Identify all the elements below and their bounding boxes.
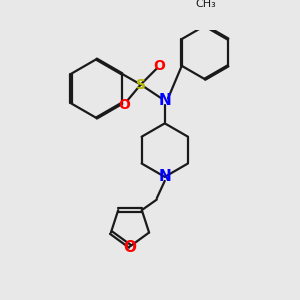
Text: CH₃: CH₃ (196, 0, 217, 9)
Text: O: O (124, 240, 136, 255)
Text: S: S (136, 78, 146, 92)
Text: N: N (158, 93, 171, 108)
Text: N: N (158, 169, 171, 184)
Text: O: O (119, 98, 130, 112)
Text: O: O (154, 59, 165, 73)
